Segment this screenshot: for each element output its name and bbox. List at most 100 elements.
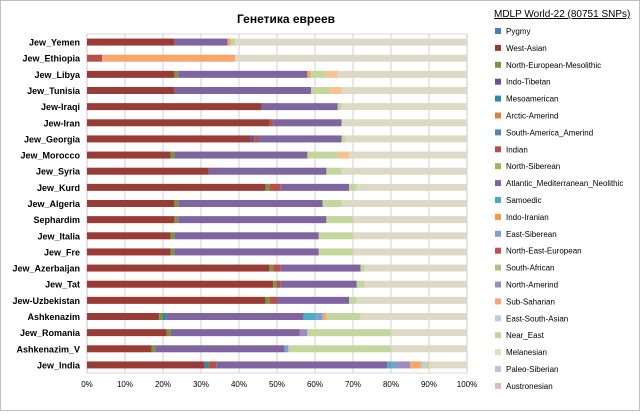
y-category-label: Jew_Kurd bbox=[37, 183, 80, 193]
bar-segment bbox=[277, 296, 350, 304]
x-tick-label: 100% bbox=[457, 380, 477, 389]
legend-label: Arctic-Amerind bbox=[506, 112, 558, 121]
bar-segment bbox=[353, 248, 467, 256]
bar-segment bbox=[349, 296, 357, 304]
bar-segment bbox=[87, 135, 251, 143]
legend-swatch bbox=[495, 78, 501, 85]
legend-swatch bbox=[495, 247, 501, 254]
x-tick-label: 40% bbox=[231, 380, 247, 389]
bar-segment bbox=[87, 167, 209, 175]
legend-swatch bbox=[495, 61, 501, 68]
legend-swatch bbox=[495, 382, 501, 389]
x-tick-label: 0% bbox=[81, 380, 93, 389]
legend-swatch bbox=[495, 197, 501, 203]
legend-swatch bbox=[495, 28, 501, 34]
bar-segment bbox=[174, 70, 179, 78]
bar-segment bbox=[269, 183, 281, 191]
legend-label: Melanesian bbox=[506, 348, 547, 357]
bar-segment bbox=[87, 200, 175, 207]
bar-segment bbox=[170, 248, 175, 256]
bar-segment bbox=[284, 345, 289, 353]
bar-segment bbox=[163, 313, 167, 320]
bar-segment bbox=[280, 280, 357, 288]
bar-segment bbox=[170, 232, 175, 240]
bar-segment bbox=[364, 280, 467, 288]
bar-segment bbox=[356, 296, 467, 304]
legend-label: Austronesian bbox=[506, 382, 553, 391]
legend-swatch bbox=[495, 315, 501, 322]
y-category-label: Ashkenazim_V bbox=[16, 344, 80, 354]
bar-segment bbox=[235, 38, 467, 46]
bar-segment bbox=[254, 135, 258, 143]
bar-segment bbox=[341, 200, 467, 207]
bar-segment bbox=[364, 264, 467, 272]
bar-segment bbox=[425, 361, 429, 369]
y-category-label: Sephardim bbox=[33, 215, 80, 225]
bar-segment bbox=[170, 329, 300, 337]
y-category-label: Jew_Tunisia bbox=[27, 86, 81, 96]
y-axis-labels: Jew_Yemen Jew_Ethiopia Jew_Libya Jew_Tunisi… bbox=[12, 38, 81, 371]
bar-segment bbox=[410, 361, 422, 369]
bar-segment bbox=[356, 280, 365, 288]
bar-segment bbox=[326, 70, 338, 78]
bar-segment bbox=[208, 167, 327, 175]
bar-segment bbox=[280, 183, 350, 191]
bar-segment bbox=[174, 200, 179, 207]
legend-swatch bbox=[495, 95, 501, 102]
bar-segment bbox=[87, 296, 266, 304]
bar-segment bbox=[326, 216, 353, 224]
legend-swatch bbox=[495, 146, 501, 153]
legend-label: Sub-Saharian bbox=[506, 297, 555, 306]
bar-segment bbox=[330, 87, 342, 94]
y-category-label: Jew-Iraqi bbox=[41, 102, 80, 112]
bar-segment bbox=[87, 151, 171, 159]
bar-segment bbox=[391, 345, 467, 353]
bar-segment bbox=[353, 232, 467, 240]
y-category-label: Jew-Uzbekistan bbox=[12, 296, 80, 306]
bar-segment bbox=[341, 103, 467, 111]
x-tick-label: 80% bbox=[383, 380, 399, 389]
bar-segment bbox=[178, 70, 308, 78]
bar-segment bbox=[174, 232, 319, 240]
bar-segment bbox=[299, 329, 308, 337]
bar-segment bbox=[87, 280, 274, 288]
legend-label: Atlantic_Mediterranean_Neolithic bbox=[506, 179, 623, 188]
bar-segment bbox=[87, 264, 270, 272]
bar-segment bbox=[341, 167, 467, 175]
bar-segment bbox=[235, 54, 467, 62]
legend-swatch bbox=[495, 281, 501, 288]
bar-segment bbox=[87, 54, 103, 62]
legend-label: East-South-Asian bbox=[506, 314, 568, 323]
bar-segment bbox=[204, 361, 209, 369]
legend-swatch bbox=[495, 129, 501, 136]
bar-segment bbox=[178, 200, 323, 207]
legend-label: Pygmy bbox=[506, 27, 530, 36]
legend-label: West-Asian bbox=[506, 44, 547, 53]
bar-segment bbox=[391, 329, 467, 337]
bar-segment bbox=[216, 361, 388, 369]
legend-label: North-Amerind bbox=[506, 281, 558, 290]
x-tick-label: 20% bbox=[155, 380, 171, 389]
bar-segment bbox=[87, 70, 175, 78]
bar-segment bbox=[273, 119, 342, 127]
bar-segment bbox=[345, 135, 467, 143]
x-tick-label: 70% bbox=[345, 380, 361, 389]
x-axis-labels: 0% 10% 20% 30% 40% 50% 60% 70% 80% 90% 100% bbox=[81, 380, 477, 389]
bar-segment bbox=[261, 103, 338, 111]
bar-segment bbox=[326, 167, 342, 175]
bar-segment bbox=[326, 313, 361, 320]
bar-segment bbox=[387, 361, 391, 369]
bar-segment bbox=[307, 70, 312, 78]
bar-segment bbox=[250, 135, 255, 143]
legend-label: South-America_Amerind bbox=[506, 128, 593, 137]
legend-label: Mesoamerican bbox=[506, 95, 558, 104]
legend-swatch bbox=[495, 264, 501, 271]
bar-segment bbox=[166, 313, 304, 320]
bar-segment bbox=[269, 264, 274, 272]
legend-swatch bbox=[495, 213, 501, 220]
legend-label: Near_East bbox=[506, 331, 545, 340]
bar-segment bbox=[87, 183, 266, 191]
legend-label: North-East-European bbox=[506, 247, 582, 256]
bar-segment bbox=[87, 38, 175, 46]
